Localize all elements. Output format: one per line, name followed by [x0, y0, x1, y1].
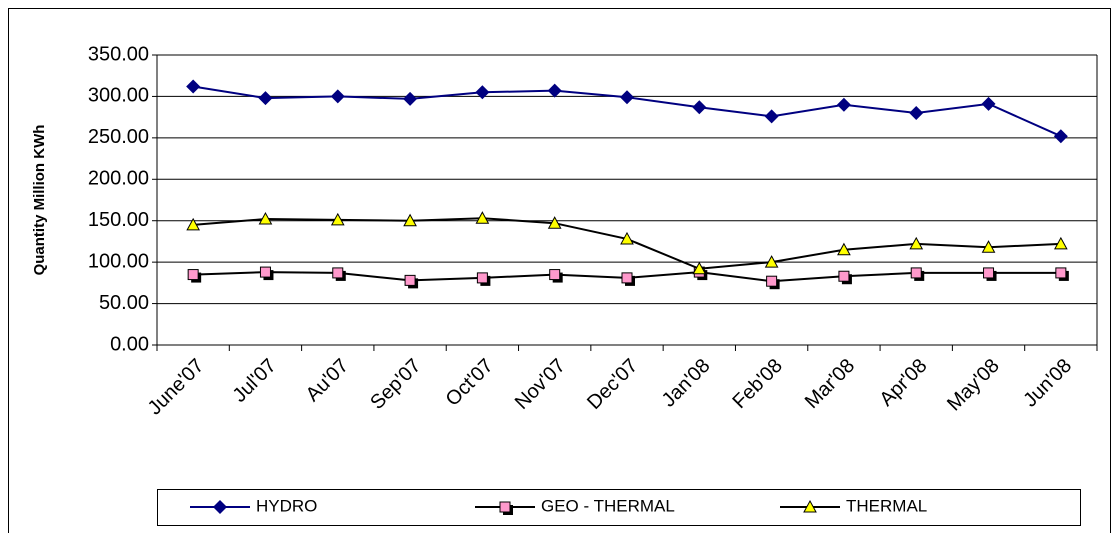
- y-tick-label: 50.00: [99, 292, 149, 314]
- legend-box: [157, 489, 1081, 526]
- y-tick-label: 100.00: [88, 250, 149, 272]
- point: [187, 269, 199, 281]
- point: [547, 83, 562, 98]
- point: [1053, 129, 1068, 144]
- point: [981, 96, 996, 111]
- point: [258, 91, 273, 106]
- y-tick-label: 350.00: [88, 43, 149, 65]
- legend-marker: [803, 499, 817, 513]
- point: [910, 267, 922, 279]
- point: [620, 231, 634, 245]
- point: [692, 100, 707, 115]
- point: [692, 261, 707, 275]
- y-tick-label: 200.00: [88, 168, 149, 190]
- point: [764, 255, 779, 268]
- point: [981, 240, 996, 253]
- legend-label: THERMAL: [846, 496, 927, 515]
- y-tick-label: 250.00: [88, 126, 149, 148]
- point: [403, 91, 418, 106]
- y-tick-label: 0.00: [110, 333, 149, 355]
- point: [1054, 236, 1068, 250]
- point: [1055, 267, 1067, 279]
- y-axis-title: Quantity Million KWh: [31, 125, 48, 276]
- point: [404, 274, 416, 286]
- point: [837, 242, 851, 256]
- point: [621, 272, 633, 284]
- legend-marker: [213, 500, 227, 514]
- y-tick-label: 150.00: [88, 209, 149, 231]
- point: [909, 106, 924, 120]
- legend-label: GEO - THERMAL: [541, 496, 675, 515]
- point: [764, 109, 779, 124]
- point: [258, 212, 273, 225]
- point: [766, 275, 778, 287]
- point: [332, 267, 344, 279]
- point: [475, 85, 490, 100]
- point: [475, 211, 490, 224]
- point: [549, 269, 561, 281]
- legend-label: HYDRO: [256, 496, 317, 515]
- point: [547, 216, 562, 229]
- y-tick-label: 300.00: [88, 85, 149, 107]
- point: [186, 217, 200, 231]
- legend-marker: [499, 501, 511, 513]
- point: [403, 213, 417, 227]
- point: [259, 266, 271, 278]
- point: [909, 236, 924, 250]
- point: [838, 270, 850, 282]
- point: [983, 267, 995, 279]
- point: [476, 272, 488, 284]
- point: [186, 79, 201, 94]
- point: [330, 89, 345, 104]
- point: [620, 90, 634, 105]
- point: [330, 212, 345, 226]
- point: [836, 97, 851, 112]
